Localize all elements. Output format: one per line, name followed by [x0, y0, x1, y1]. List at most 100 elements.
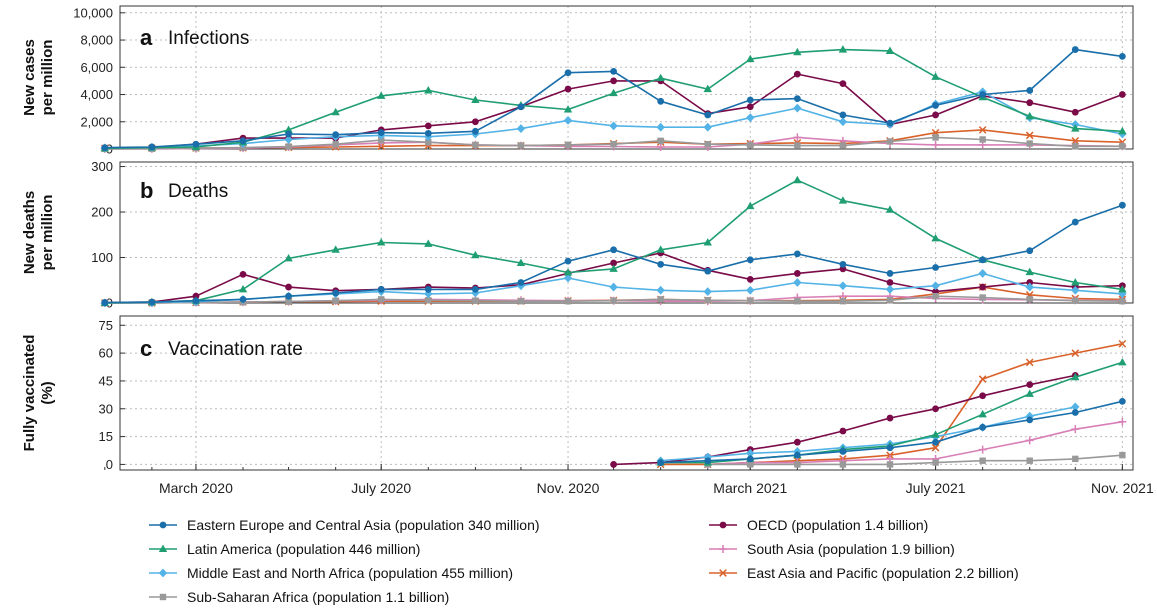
data-point: [703, 84, 712, 93]
y-axis-label-line: per million: [39, 195, 56, 271]
data-point: [1071, 46, 1079, 53]
data-point: [1025, 131, 1034, 140]
panel-letter: a: [140, 25, 153, 50]
panel-title: Vaccination rate: [168, 339, 303, 360]
y-axis-label-line: Fully vaccinated: [21, 335, 38, 452]
data-point: [610, 141, 617, 148]
data-point: [517, 142, 525, 149]
data-point: [1071, 402, 1080, 412]
data-point: [839, 427, 847, 435]
y-tick-label: 45: [99, 373, 113, 388]
panel-letter: c: [140, 336, 152, 361]
data-point: [610, 67, 617, 75]
data-point: [284, 254, 293, 262]
data-point: [746, 54, 755, 63]
data-point: [192, 297, 200, 305]
data-point: [886, 270, 894, 277]
data-point: [657, 137, 664, 145]
data-point: [1072, 455, 1079, 463]
legend-swatch-marker: [158, 568, 168, 578]
legend-swatch-marker: [159, 521, 167, 529]
data-point: [377, 129, 385, 137]
data-point: [885, 205, 895, 213]
data-point: [1118, 91, 1126, 98]
data-point: [656, 122, 665, 132]
legend-item: Latin America (population 446 million): [149, 541, 420, 557]
y-tick-label: 15: [99, 429, 113, 444]
data-point: [1119, 451, 1126, 459]
data-point: [703, 287, 712, 297]
data-point: [610, 77, 617, 85]
data-point: [932, 405, 939, 413]
data-point: [747, 461, 754, 468]
data-point: [979, 136, 986, 143]
data-point: [1026, 99, 1034, 107]
data-point: [793, 250, 801, 258]
data-point: [931, 443, 940, 452]
data-point: [979, 283, 987, 291]
series-1: [100, 45, 1127, 152]
data-point: [746, 455, 754, 463]
data-point: [979, 423, 987, 431]
data-point: [424, 122, 432, 130]
data-point: [471, 250, 480, 259]
data-point: [101, 144, 109, 152]
data-point: [793, 103, 802, 113]
data-point: [285, 292, 292, 300]
data-point: [931, 72, 940, 80]
data-point: [746, 96, 754, 104]
data-point: [657, 296, 664, 303]
series-0: [657, 397, 1126, 466]
data-point: [1072, 297, 1079, 304]
data-point: [516, 258, 526, 266]
data-point: [563, 116, 573, 125]
data-point: [885, 284, 895, 294]
series-0: [101, 46, 1126, 152]
data-point: [239, 137, 247, 145]
data-point: [1025, 111, 1034, 120]
y-axis-label: Fully vaccinated(%): [21, 335, 56, 452]
data-point: [377, 285, 385, 293]
data-point: [703, 122, 712, 132]
y-axis-label-line: New cases: [21, 39, 38, 116]
data-point: [425, 138, 432, 146]
data-point: [793, 270, 801, 277]
y-tick-label: 75: [99, 318, 113, 333]
y-tick-label: 2,000: [80, 114, 113, 129]
data-point: [1025, 267, 1034, 276]
data-point: [610, 461, 617, 468]
data-point: [1119, 143, 1126, 150]
data-point: [886, 461, 894, 468]
data-point: [517, 103, 525, 111]
y-tick-label: 10,000: [73, 5, 113, 20]
data-point: [838, 117, 848, 127]
data-point: [378, 136, 385, 144]
data-point: [425, 297, 432, 304]
data-point: [794, 142, 801, 149]
data-point: [471, 285, 479, 293]
data-point: [472, 141, 479, 149]
data-point: [704, 141, 711, 148]
data-point: [284, 125, 293, 133]
data-point: [746, 113, 755, 123]
data-point: [793, 47, 802, 56]
data-point: [886, 279, 894, 286]
data-point: [610, 297, 617, 304]
data-point: [1025, 436, 1034, 445]
data-point: [285, 130, 292, 138]
legend-item: Eastern Europe and Central Asia (populat…: [149, 517, 540, 533]
data-point: [793, 438, 801, 446]
legend-label: Sub-Saharan Africa (population 1.1 billi…: [187, 589, 449, 605]
series-5: [703, 417, 1127, 469]
legend-label: Eastern Europe and Central Asia (populat…: [187, 517, 540, 533]
data-point: [285, 283, 292, 291]
x-tick-label: March 2021: [713, 480, 787, 496]
data-point: [332, 297, 339, 304]
data-point: [657, 459, 665, 466]
series-line: [104, 48, 1123, 150]
data-point: [284, 135, 293, 144]
y-axis-label: New deathsper million: [21, 191, 56, 274]
data-point: [746, 256, 754, 264]
legend-swatch-marker: [158, 544, 168, 552]
